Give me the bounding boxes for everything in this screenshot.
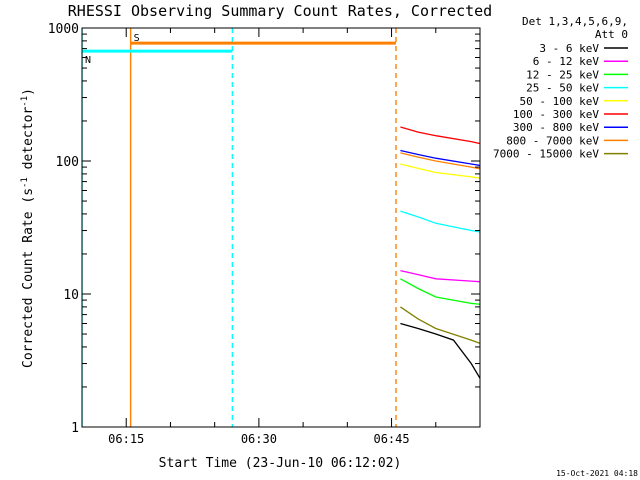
series-line-3-6-kev (400, 322, 480, 380)
legend-label-300-800-kev: 300 - 800 keV (513, 121, 599, 134)
legend-label-50-100-kev: 50 - 100 keV (520, 95, 600, 108)
legend-label-800-7000-kev: 800 - 7000 keV (506, 134, 599, 147)
legend-label-25-50-kev: 25 - 50 keV (526, 82, 599, 95)
legend-header-line2: Att 0 (595, 28, 628, 41)
series-line-300-800-kev (400, 149, 480, 167)
observing-flags-layer: SN (82, 33, 396, 66)
legend-label-12-25-kev: 12 - 25 keV (526, 68, 599, 81)
x-axis-label: Start Time (23-Jun-10 06:12:02) (159, 456, 402, 471)
x-tick-label: 06:45 (373, 432, 409, 446)
series-line-25-50-kev (400, 210, 480, 233)
y-tick-label: 1 (71, 421, 79, 436)
series-line-6-12-kev (400, 269, 480, 283)
series-line-50-100-kev (400, 163, 480, 179)
legend-label-6-12-kev: 6 - 12 keV (533, 55, 600, 68)
legend-label-3-6-kev: 3 - 6 keV (539, 42, 599, 55)
plot-frame (81, 27, 481, 428)
flag-label: S (134, 33, 140, 44)
legend-header-line1: Det 1,3,4,5,6,9, (522, 15, 628, 28)
series-line-100-300-kev (400, 126, 480, 145)
y-tick-label: 1000 (48, 22, 79, 37)
generation-timestamp: 15-Oct-2021 04:18 (556, 469, 638, 478)
flag-label: N (85, 55, 91, 66)
legend-label-100-300-kev: 100 - 300 keV (513, 108, 599, 121)
y-tick-label: 10 (63, 288, 79, 303)
chart-title: RHESSI Observing Summary Count Rates, Co… (68, 2, 492, 20)
legend-label-7000-15000-kev: 7000 - 15000 keV (493, 148, 599, 161)
x-tick-label: 06:15 (108, 432, 144, 446)
axes-layer: 06:15 06:30 06:45 1 10 100 1000 (48, 22, 481, 446)
y-tick-label: 100 (56, 155, 79, 170)
series-line-12-25-kev (400, 278, 480, 305)
y-axis-label: Corrected Count Rate (s-1 detector-1) (20, 88, 36, 368)
series-line-800-7000-kev (400, 152, 480, 170)
series-layer (400, 126, 480, 380)
series-line-7000-15000-kev (400, 306, 480, 345)
vertical-markers-layer (82, 28, 397, 427)
x-tick-label: 06:30 (241, 432, 277, 446)
